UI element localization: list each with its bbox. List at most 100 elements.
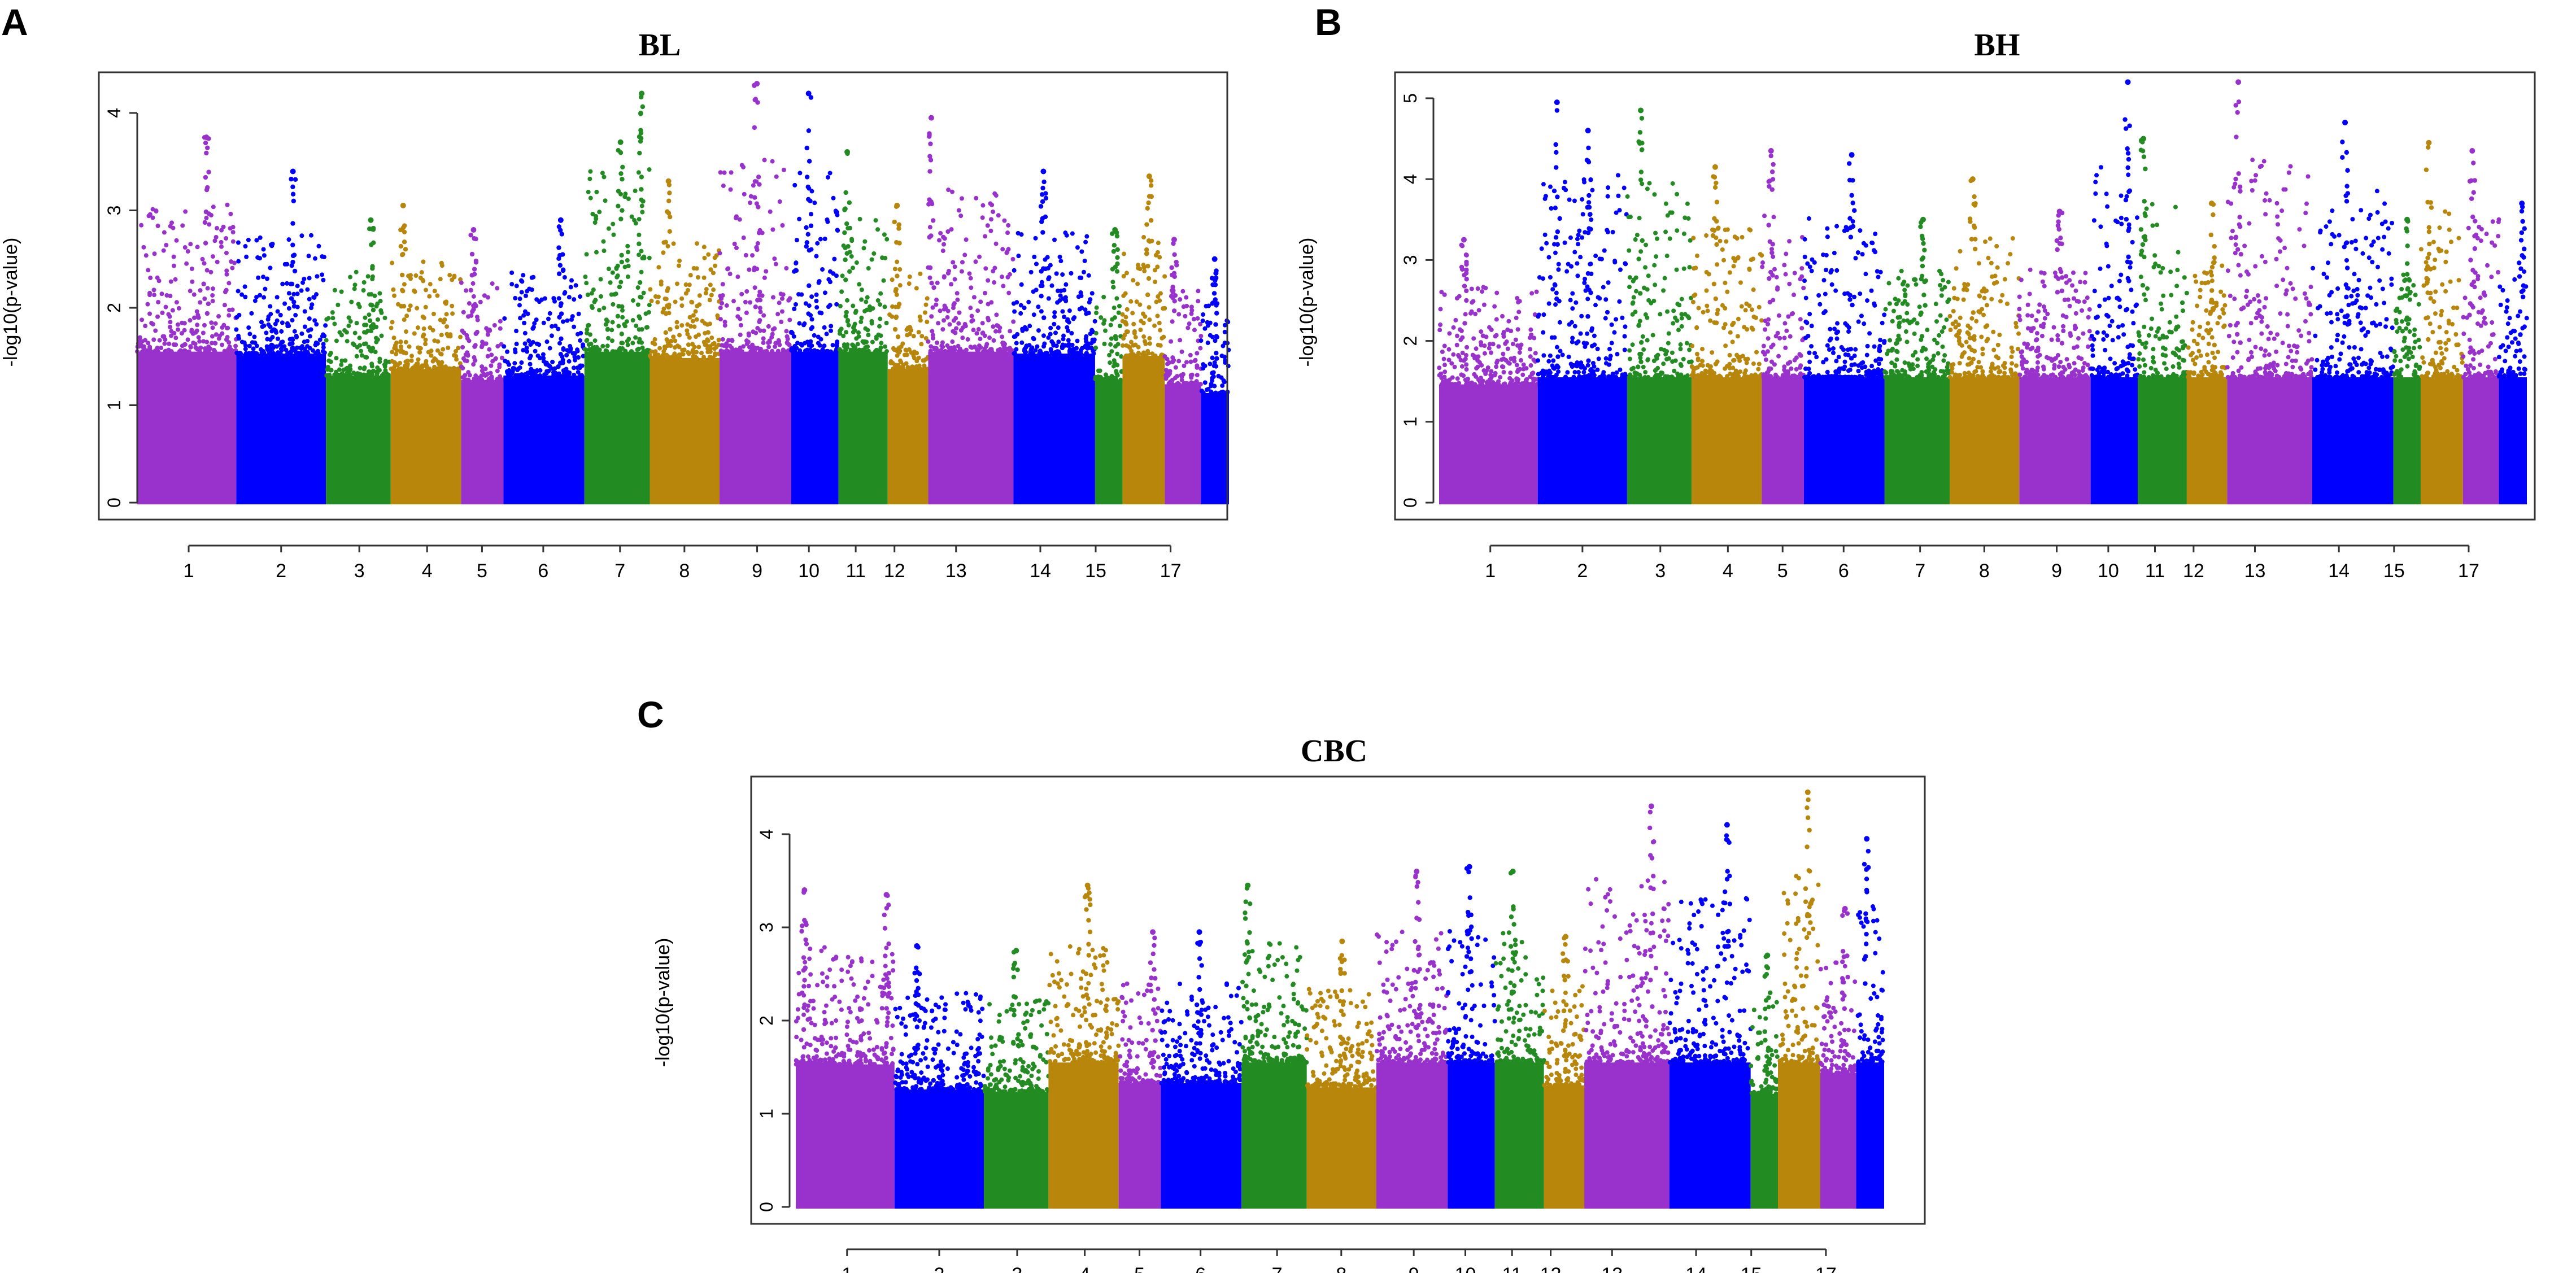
snp-point — [768, 209, 773, 214]
snp-point — [468, 233, 473, 238]
snp-point — [1109, 349, 1114, 354]
snp-point — [171, 263, 176, 268]
snp-point — [1112, 360, 1117, 366]
snp-point — [1133, 335, 1138, 340]
snp-point — [1681, 231, 1686, 236]
snp-point — [1690, 299, 1695, 304]
snp-point — [1060, 346, 1065, 351]
snp-point — [1482, 351, 1487, 356]
snp-point — [1083, 307, 1088, 312]
snp-point — [2090, 347, 2095, 352]
snp-point — [980, 203, 986, 208]
snp-point — [415, 306, 420, 311]
snp-point — [1780, 373, 1785, 378]
snp-point — [968, 276, 973, 281]
snp-point — [229, 259, 234, 264]
snp-point — [1471, 382, 1476, 387]
snp-point — [748, 200, 753, 206]
snp-point — [174, 300, 179, 305]
snp-point — [954, 326, 959, 331]
snp-point — [498, 326, 503, 331]
snp-point — [1956, 322, 1961, 328]
snp-point — [1886, 281, 1891, 286]
snp-point — [859, 297, 864, 302]
snp-point — [1864, 369, 1869, 374]
snp-point — [2056, 276, 2061, 281]
snp-point — [1675, 371, 1680, 376]
snp-point — [1155, 264, 1160, 269]
snp-point — [1562, 240, 1567, 245]
snp-point — [755, 298, 760, 303]
snp-point — [1890, 319, 1895, 324]
snp-point — [1112, 243, 1117, 248]
plot-title: BL — [639, 28, 681, 63]
snp-point — [1578, 255, 1583, 260]
snp-point — [1809, 344, 1814, 349]
snp-point — [841, 333, 846, 338]
snp-point — [1828, 326, 1833, 332]
snp-point — [1041, 315, 1047, 320]
snp-point — [382, 362, 387, 367]
snp-point — [1962, 375, 1967, 380]
snp-point — [1867, 331, 1872, 336]
y-axis-label: -log10(p-value) — [0, 238, 21, 367]
snp-point — [814, 292, 819, 297]
snp-point — [665, 354, 670, 359]
snp-point — [983, 266, 988, 271]
snp-point — [2085, 374, 2090, 380]
snp-point — [1102, 328, 1108, 333]
snp-point — [1901, 318, 1906, 323]
snp-point — [1584, 158, 1590, 163]
snp-point — [1640, 238, 1645, 243]
snp-point — [495, 286, 500, 291]
snp-point — [1551, 188, 1557, 194]
snp-point — [502, 316, 507, 321]
snp-point — [663, 239, 668, 245]
snp-point — [1789, 366, 1794, 371]
snp-point — [1553, 142, 1558, 147]
snp-point — [1577, 228, 1582, 233]
snp-point — [762, 158, 767, 163]
snp-point — [1607, 347, 1612, 352]
snp-point — [704, 287, 709, 292]
snp-point — [720, 293, 725, 298]
snp-point — [224, 287, 229, 293]
snp-point — [359, 348, 364, 354]
snp-point — [584, 252, 589, 257]
snp-point — [1440, 349, 1445, 354]
snp-point — [1951, 286, 1956, 291]
snp-point — [1174, 263, 1179, 268]
dense-band — [1201, 393, 1229, 504]
snp-point — [1548, 184, 1553, 189]
snp-point — [330, 316, 335, 321]
snp-point — [2089, 373, 2094, 378]
snp-point — [402, 229, 407, 234]
snp-point — [1897, 322, 1902, 328]
snp-point — [1214, 311, 1219, 316]
snp-point — [1799, 266, 1804, 271]
snp-point — [448, 367, 454, 372]
snp-point — [203, 346, 208, 351]
snp-point — [1864, 352, 1869, 358]
snp-point — [717, 251, 722, 256]
snp-point — [605, 326, 610, 332]
snp-point — [703, 330, 708, 335]
snp-point — [1773, 372, 1778, 377]
snp-point — [1464, 381, 1469, 386]
snp-point — [1539, 246, 1544, 251]
snp-point — [2004, 301, 2010, 306]
snp-point — [460, 365, 465, 370]
snp-point — [531, 325, 536, 330]
snp-point — [814, 254, 819, 259]
snp-point — [390, 320, 395, 325]
snp-point — [1119, 354, 1124, 359]
snp-point — [2015, 346, 2020, 351]
snp-point — [265, 346, 270, 351]
snp-point — [1033, 236, 1038, 241]
snp-point — [630, 318, 635, 323]
snp-point — [210, 254, 215, 259]
snp-point — [625, 250, 630, 255]
snp-point — [1816, 293, 1821, 298]
snp-point — [1082, 269, 1087, 274]
